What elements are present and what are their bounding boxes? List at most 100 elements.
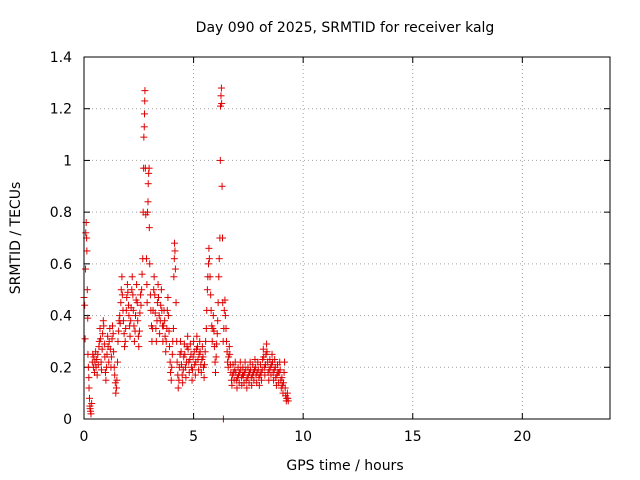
x-tick-label: 0	[80, 429, 89, 445]
data-point	[255, 381, 263, 389]
data-point	[81, 301, 89, 309]
data-point	[121, 337, 129, 345]
data-point	[145, 164, 153, 172]
data-point	[93, 356, 101, 364]
data-point	[118, 273, 126, 281]
data-point	[221, 312, 229, 320]
data-point	[124, 288, 132, 296]
data-point	[141, 97, 149, 105]
data-point	[157, 301, 165, 309]
data-points	[80, 84, 292, 423]
y-tick-label: 0	[63, 412, 72, 428]
axis-ticks: 0 0.2 0.4 0.6 0.8 1 1.2 1.4 0 5 10 15 20	[50, 50, 610, 445]
data-point	[134, 317, 142, 325]
data-point	[181, 363, 189, 371]
data-point	[144, 180, 152, 188]
data-point	[141, 87, 149, 95]
data-point	[82, 229, 90, 237]
data-point	[167, 376, 175, 384]
data-point	[174, 384, 182, 392]
data-point	[121, 343, 129, 351]
data-point	[280, 368, 288, 376]
data-point	[129, 306, 137, 314]
data-point	[196, 337, 204, 345]
data-point	[169, 325, 177, 332]
data-point	[126, 332, 134, 340]
data-point	[218, 100, 226, 108]
data-point	[101, 368, 109, 376]
data-point	[215, 273, 223, 281]
data-point	[128, 286, 136, 294]
x-tick-label: 20	[513, 429, 531, 445]
data-point	[150, 286, 158, 294]
data-point	[129, 291, 137, 299]
data-point	[162, 337, 170, 345]
data-point	[203, 286, 211, 294]
data-point	[136, 309, 144, 317]
data-point	[93, 371, 101, 379]
data-point	[173, 358, 181, 366]
data-point	[259, 345, 267, 353]
data-point	[156, 330, 164, 338]
data-point	[144, 208, 152, 216]
data-point	[201, 348, 209, 356]
data-point	[83, 247, 91, 255]
data-point	[137, 291, 145, 299]
data-point	[109, 330, 117, 338]
data-point	[198, 343, 206, 351]
data-point	[115, 327, 123, 335]
data-point	[107, 353, 115, 361]
data-point	[138, 286, 146, 294]
data-point	[184, 345, 192, 353]
data-point	[111, 371, 119, 379]
data-point	[222, 337, 230, 345]
data-point	[87, 410, 95, 418]
data-point	[205, 255, 213, 263]
data-point	[130, 322, 138, 330]
data-point	[151, 309, 159, 317]
data-point	[284, 397, 292, 405]
data-point	[145, 224, 153, 232]
data-point	[116, 312, 124, 320]
data-point	[166, 358, 174, 366]
data-point	[178, 361, 186, 369]
data-point	[134, 332, 142, 340]
data-point	[213, 340, 221, 348]
data-point	[138, 270, 146, 278]
data-point	[122, 306, 130, 314]
data-point	[150, 273, 158, 281]
data-point	[88, 399, 96, 407]
data-point	[125, 312, 133, 320]
data-point	[112, 384, 120, 392]
data-point	[200, 374, 208, 382]
data-point	[213, 330, 221, 338]
data-point	[162, 348, 170, 356]
data-point	[83, 286, 91, 294]
data-point	[130, 337, 138, 345]
y-tick-label: 0.8	[50, 205, 72, 221]
data-point	[191, 371, 199, 379]
data-point	[137, 301, 145, 309]
data-point	[140, 123, 148, 131]
data-point	[279, 379, 287, 387]
data-point	[119, 317, 127, 325]
data-point	[96, 325, 104, 332]
data-point	[143, 281, 151, 289]
data-point	[117, 286, 125, 294]
data-point	[258, 376, 266, 384]
data-point	[155, 312, 163, 320]
data-point	[140, 133, 148, 141]
x-tick-label: 15	[404, 429, 422, 445]
data-point	[133, 281, 141, 289]
data-point	[202, 337, 210, 345]
data-point	[164, 312, 172, 320]
data-point	[205, 244, 213, 252]
data-point	[100, 340, 108, 348]
data-point	[98, 345, 106, 353]
data-point	[165, 327, 173, 335]
data-point	[188, 376, 196, 384]
data-point	[177, 348, 185, 356]
data-point	[143, 299, 151, 307]
data-point	[281, 358, 289, 366]
data-point	[110, 363, 118, 371]
